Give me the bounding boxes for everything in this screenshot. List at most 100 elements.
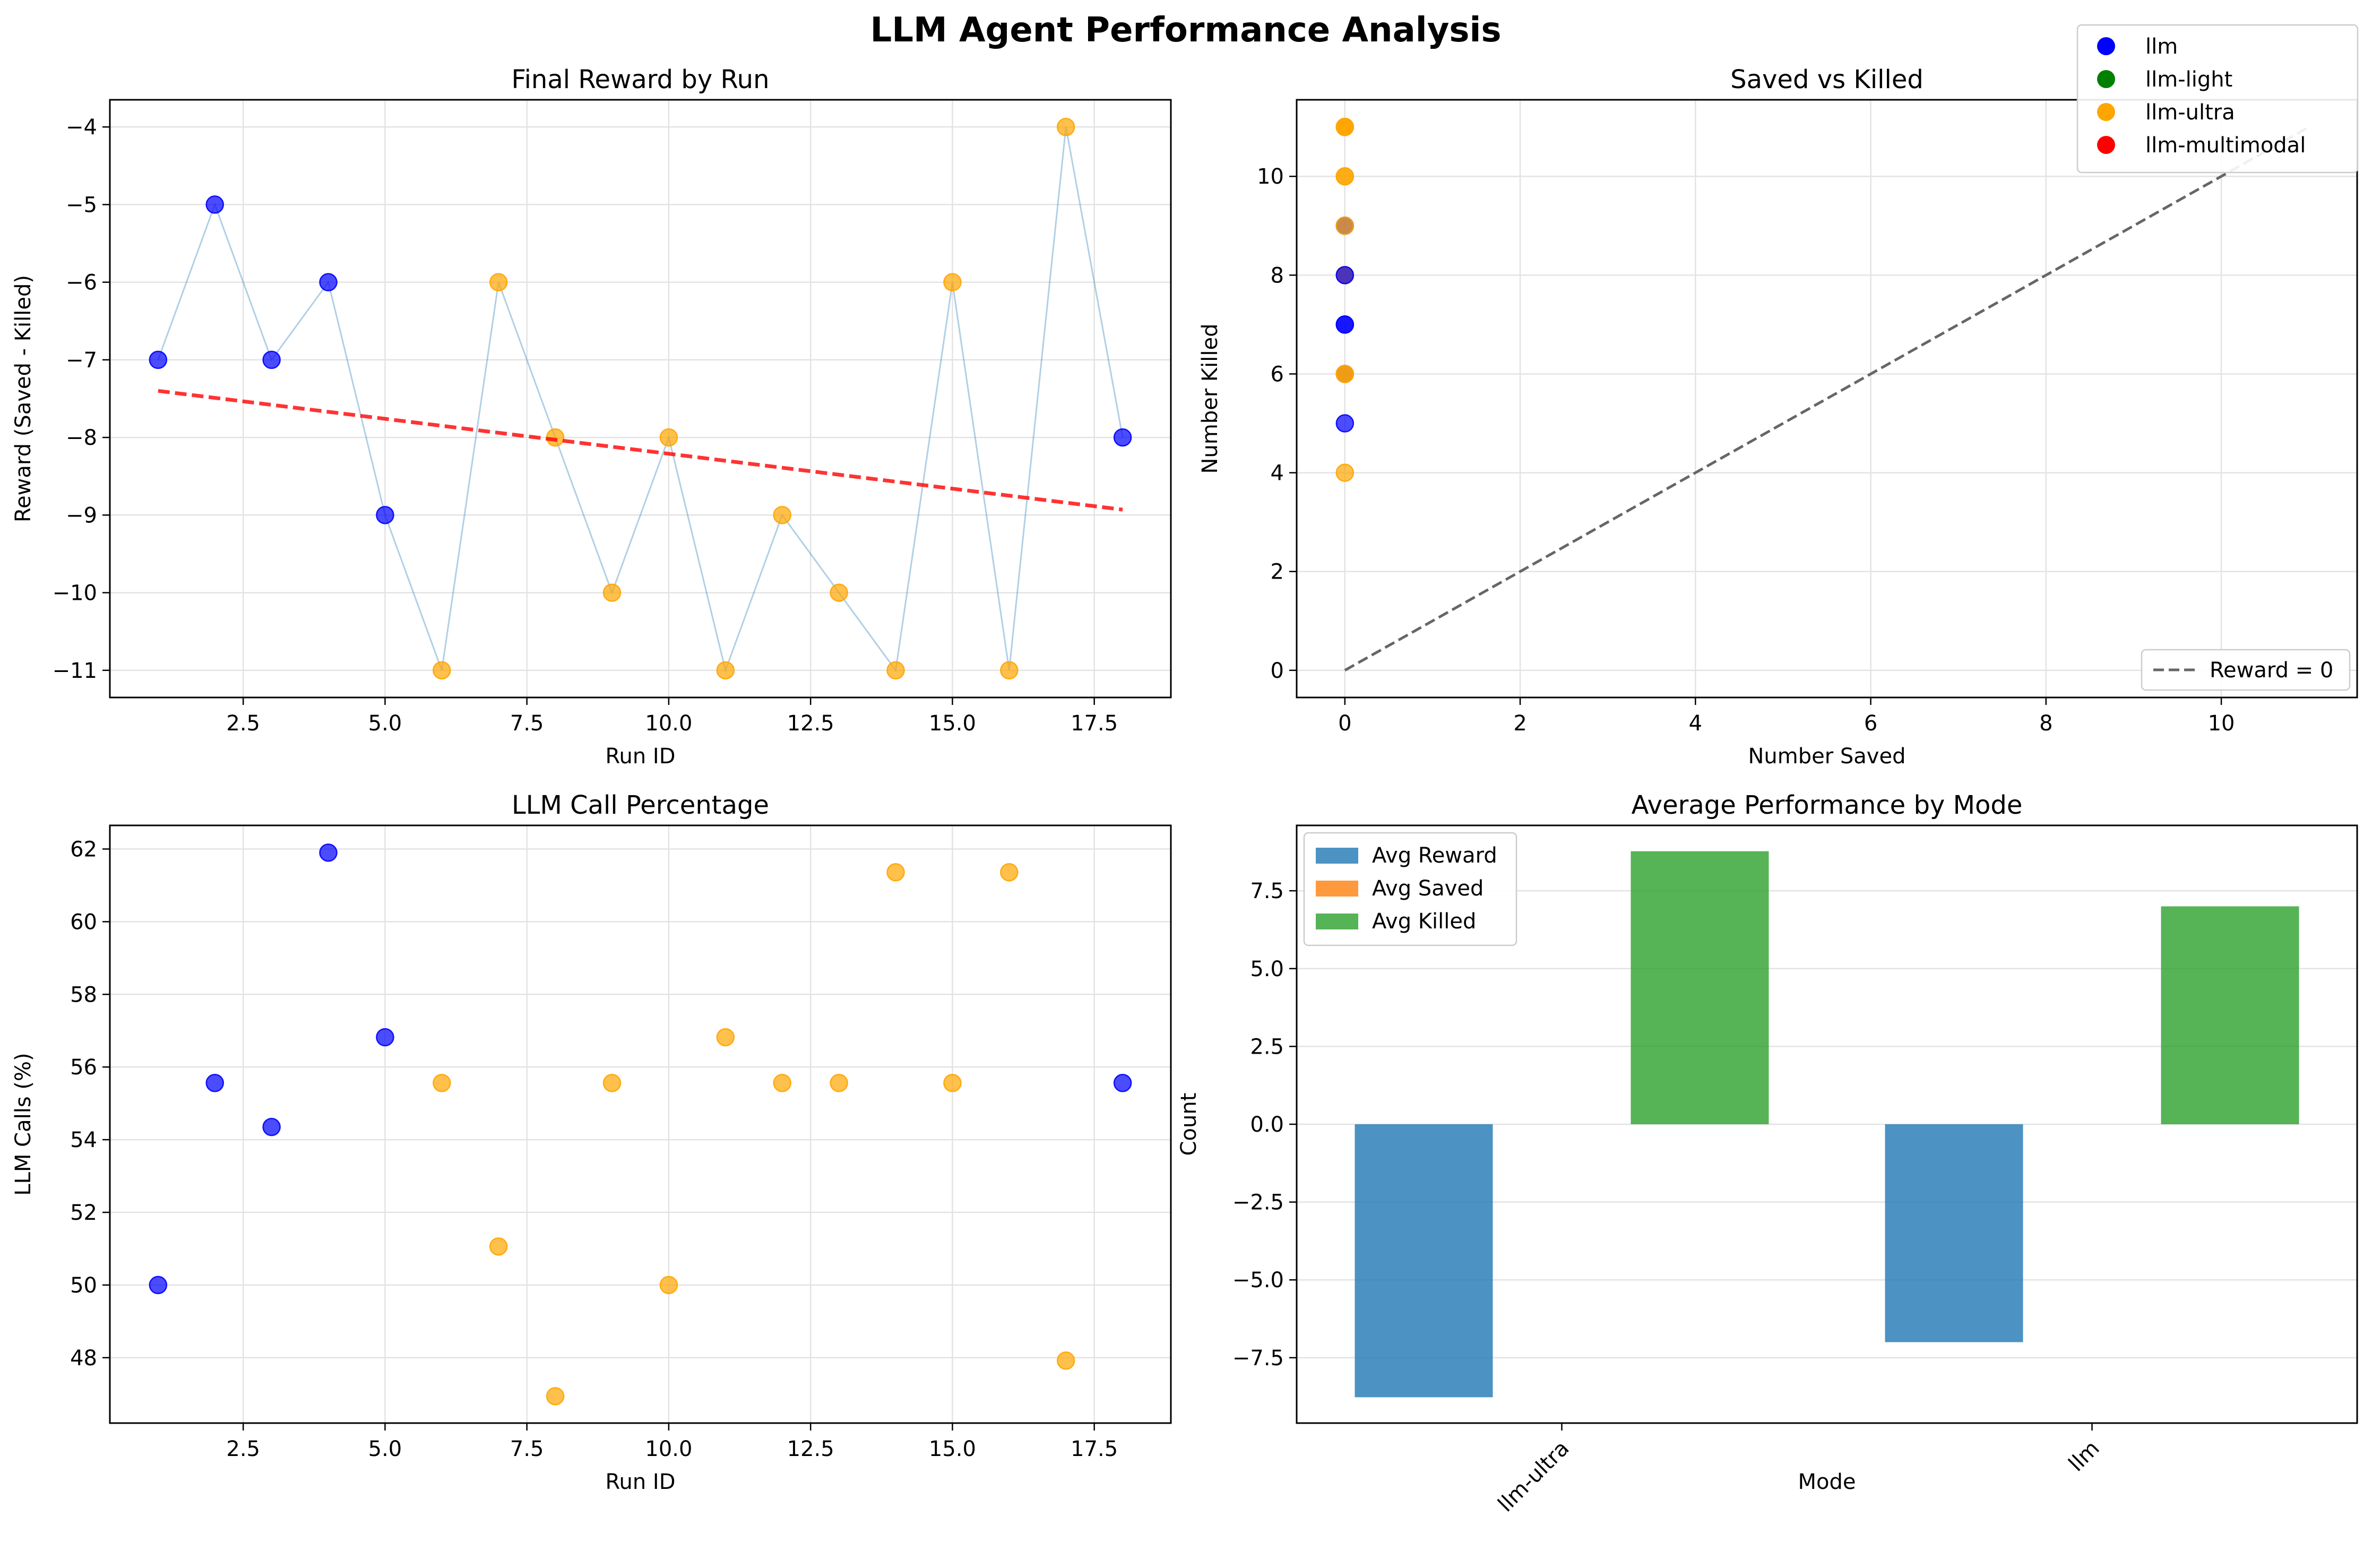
- data-point-llm-ultra: [830, 1074, 848, 1092]
- y-tick-label: −7.5: [1232, 1346, 1284, 1371]
- data-point-llm-ultra: [489, 1237, 508, 1256]
- x-tick-label: 17.5: [1071, 1437, 1118, 1461]
- y-tick-label: 0.0: [1250, 1113, 1284, 1137]
- bar-legend: Avg Reward Avg Saved Avg Killed: [1303, 832, 1517, 946]
- data-point-llm-ultra: [830, 583, 848, 602]
- data-point-llm-ultra: [886, 661, 905, 680]
- data-point-llm: [1335, 266, 1355, 285]
- x-tick-label: 10: [2208, 711, 2235, 736]
- data-point-llm: [205, 1074, 225, 1092]
- chart-title: Saved vs Killed: [1730, 65, 1924, 94]
- y-tick-label: −9: [66, 503, 97, 528]
- data-point-llm: [319, 273, 338, 291]
- y-tick-label: 50: [70, 1273, 97, 1298]
- plot-frame: [1296, 99, 2358, 699]
- x-tick-label: 12.5: [787, 1437, 834, 1461]
- chart-panel-4: −7.5 −5.0 −2.5 0.0 2.5 5.0 7.5 Average Performa…: [1177, 790, 2358, 1517]
- data-point-llm: [262, 350, 281, 369]
- chart-panel-2: 0 2 4 6 8 10 0 2 4 6 8 10 Saved vs Killed Number Save…: [1198, 65, 2358, 769]
- figure-title: LLM Agent Performance Analysis: [870, 11, 1501, 50]
- data-point-llm-ultra: [1335, 117, 1355, 136]
- data-point-llm-ultra: [433, 661, 451, 680]
- plot-frame: [1296, 824, 2358, 1424]
- y-tick-label: 54: [70, 1128, 97, 1152]
- data-point-llm: [205, 195, 225, 214]
- data-point-llm: [1113, 428, 1132, 447]
- data-point-llm: [149, 1276, 168, 1295]
- data-point-llm-ultra: [602, 1074, 622, 1092]
- legend-marker-llm-multimodal: [2097, 136, 2115, 154]
- y-axis-label: Reward (Saved - Killed): [11, 275, 36, 522]
- chart-title: Average Performance by Mode: [1632, 790, 2023, 820]
- bars: [1355, 851, 2299, 1398]
- data-point-llm: [149, 350, 168, 369]
- data-point-llm-ultra: [716, 1028, 735, 1047]
- plot-area: [149, 843, 1132, 1406]
- chart-title: LLM Call Percentage: [512, 790, 769, 820]
- x-tick-label: 5.0: [368, 1437, 402, 1461]
- y-axis-label: Number Killed: [1198, 324, 1222, 474]
- y-tick-label: 52: [70, 1201, 97, 1225]
- plot-frame: [109, 824, 1172, 1424]
- x-tick-label: 10.0: [645, 1437, 692, 1461]
- data-point-llm-ultra: [773, 506, 791, 524]
- data-point-llm-ultra: [489, 273, 508, 291]
- data-point-llm-ultra: [1000, 661, 1019, 680]
- legend-marker-llm-light: [2097, 70, 2115, 88]
- y-tick-label: −5.0: [1232, 1268, 1284, 1293]
- x-tick-label: 6: [1864, 711, 1877, 736]
- y-tick-label: 60: [70, 910, 97, 934]
- y-tick-label: 0: [1271, 659, 1284, 683]
- x-axis-label: Run ID: [605, 744, 675, 769]
- plot-area: [1335, 117, 2310, 671]
- chart-panel-3: 2.5 5.0 7.5 10.0 12.5 15.0 17.5 48 50 52 54 56 58 60 6…: [11, 790, 1172, 1494]
- y-tick-label: 2.5: [1250, 1035, 1284, 1059]
- legend-label: llm-light: [2145, 67, 2232, 92]
- y-tick-label: −11: [53, 659, 97, 683]
- trend-line: [158, 389, 1123, 512]
- y-tick-label: −5: [66, 193, 97, 217]
- y-tick-label: 5.0: [1250, 957, 1284, 981]
- data-point-llm-ultra: [716, 661, 735, 680]
- grid-lines: [110, 825, 1171, 1423]
- data-point-llm-ultra: [546, 1387, 565, 1406]
- legend-swatch: [1316, 881, 1358, 897]
- x-axis-label: Mode: [1798, 1470, 1856, 1494]
- legend-label: llm: [2145, 35, 2178, 59]
- data-point-llm: [1113, 1074, 1132, 1092]
- x-tick-label: 7.5: [510, 1437, 544, 1461]
- x-tick-label: 15.0: [929, 711, 976, 736]
- y-tick-label: 48: [70, 1346, 97, 1371]
- y-axis-label: LLM Calls (%): [11, 1053, 36, 1195]
- x-tick-label: 12.5: [787, 711, 834, 736]
- data-point-llm-ultra: [943, 1074, 962, 1092]
- legend-label: llm-multimodal: [2145, 133, 2306, 158]
- y-tick-label: −2.5: [1232, 1191, 1284, 1215]
- y-tick-label: −10: [53, 581, 97, 606]
- data-point-llm: [376, 1028, 394, 1047]
- plot-frame: [109, 99, 1172, 699]
- y-tick-label: 2: [1271, 560, 1284, 584]
- x-tick-label: 0: [1338, 711, 1351, 736]
- y-tick-label: −8: [66, 426, 97, 450]
- bar-avg-reward: [1885, 1124, 2023, 1342]
- data-point-llm-ultra: [1335, 167, 1355, 186]
- legend-label: llm-ultra: [2145, 100, 2235, 125]
- x-tick-label: 10.0: [645, 711, 692, 736]
- grid-lines: [1297, 100, 2357, 697]
- data-point-llm-ultra: [659, 428, 678, 447]
- legend-box: [2141, 649, 2351, 691]
- data-point-llm: [262, 1117, 281, 1136]
- data-point-llm-ultra: [1000, 863, 1019, 882]
- x-tick-label: 8: [2039, 711, 2052, 736]
- mode-legend: llm llm-light llm-ultra llm-multimodal: [2076, 24, 2359, 174]
- chart-title: Final Reward by Run: [511, 65, 769, 94]
- data-point-llm: [1335, 414, 1355, 433]
- legend-swatch: [1316, 848, 1358, 864]
- data-point-llm-ultra: [1335, 365, 1355, 383]
- series-connecting-line: [157, 126, 1124, 673]
- legend-label: Avg Killed: [1372, 909, 1476, 934]
- y-tick-label: 6: [1271, 362, 1284, 386]
- data-point-llm: [319, 843, 338, 862]
- x-tick-label: 5.0: [368, 711, 402, 736]
